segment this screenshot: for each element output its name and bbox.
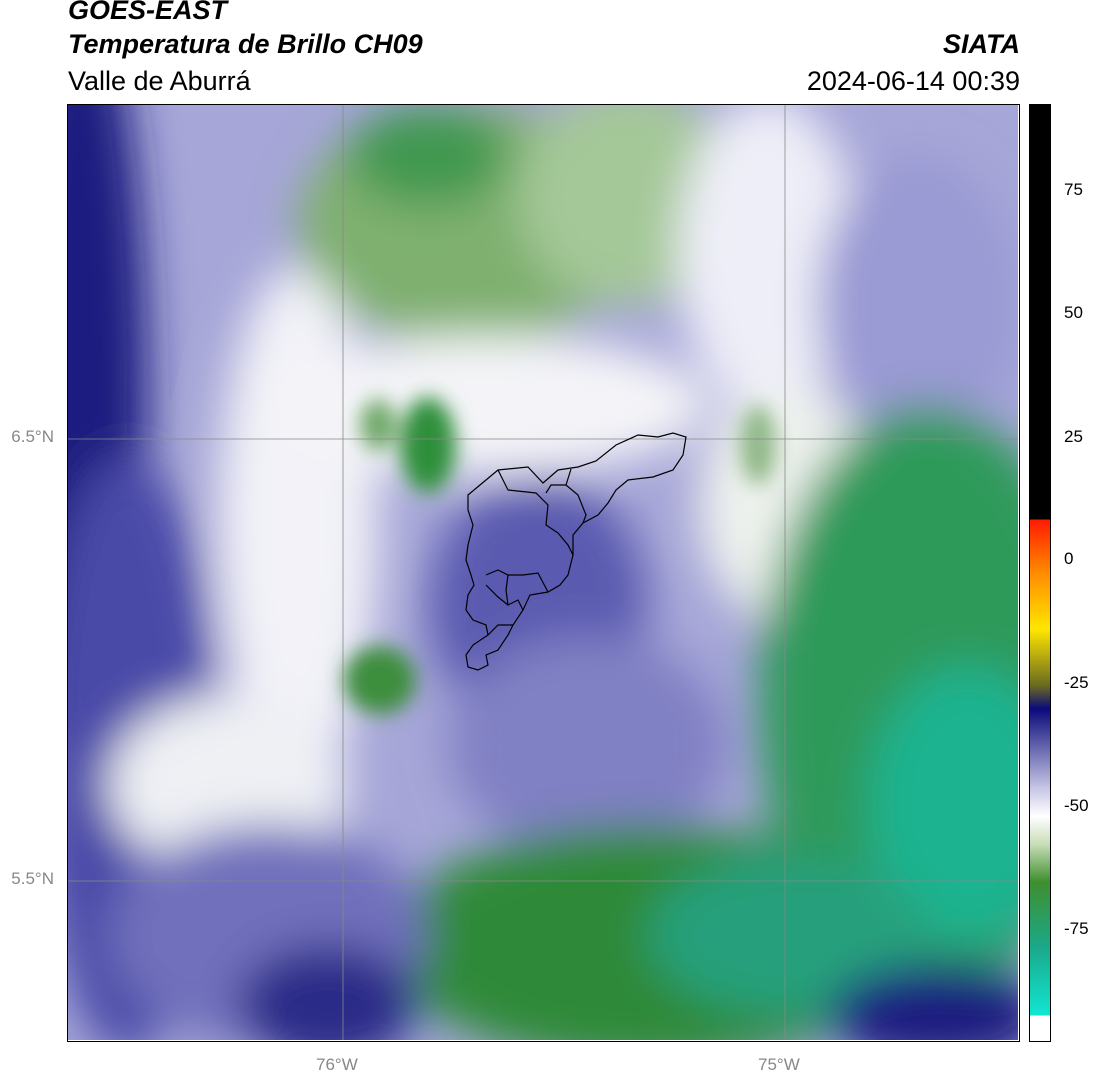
small-features — [344, 397, 776, 714]
map-canvas — [68, 105, 1018, 1040]
satellite-title: GOES-EAST — [68, 0, 228, 25]
colorbar-tick-0: 0 — [1064, 549, 1074, 568]
colorbar-tick-minus-75: -75 — [1064, 919, 1089, 938]
lon-tick-76w: 76°W — [316, 1055, 358, 1074]
region-label: Valle de Aburrá — [68, 66, 251, 96]
lon-tick-75w: 75°W — [758, 1055, 800, 1074]
colorbar — [1029, 104, 1051, 1042]
colorbar-tick-minus-50: -50 — [1064, 796, 1089, 815]
colorbar-tick-25: 25 — [1064, 427, 1083, 446]
cloud-field — [68, 105, 1018, 1040]
institution-label: SIATA — [943, 29, 1020, 59]
lat-tick-5-5n: 5.5°N — [11, 869, 54, 888]
colorbar-tick-75: 75 — [1064, 180, 1083, 199]
municipal-boundaries — [465, 432, 687, 671]
colorbar-tick-50: 50 — [1064, 303, 1083, 322]
brightness-temperature-map — [67, 104, 1020, 1042]
lat-tick-6-5n: 6.5°N — [11, 427, 54, 446]
colorbar-tick-minus-25: -25 — [1064, 673, 1089, 692]
datetime-label: 2024-06-14 00:39 — [806, 66, 1020, 96]
product-title: Temperatura de Brillo CH09 — [68, 29, 423, 59]
